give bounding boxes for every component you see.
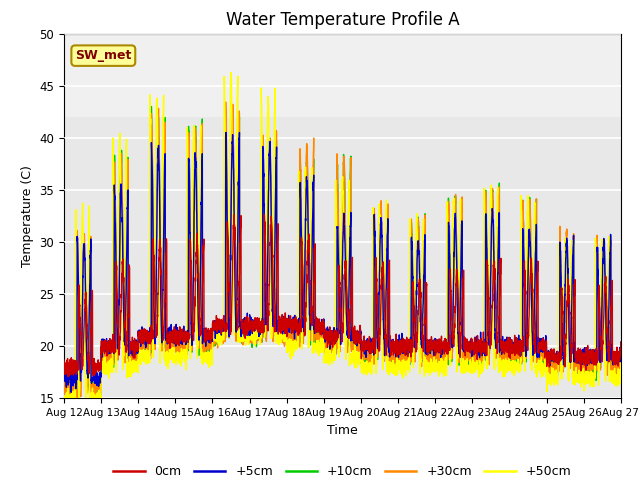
- Line: 0cm: 0cm: [64, 215, 621, 377]
- +5cm: [564, 282, 572, 288]
- +5cm: [60, 372, 68, 378]
- 0cm: [60, 357, 68, 363]
- +10cm: [564, 284, 572, 290]
- +5cm: [407, 337, 415, 343]
- +5cm: [216, 328, 223, 334]
- +10cm: [397, 349, 404, 355]
- +30cm: [397, 351, 404, 357]
- +30cm: [407, 353, 415, 359]
- +30cm: [564, 277, 572, 283]
- +50cm: [60, 396, 68, 401]
- +5cm: [180, 330, 188, 336]
- +50cm: [617, 360, 625, 365]
- +10cm: [407, 351, 415, 357]
- Line: +5cm: +5cm: [64, 132, 621, 392]
- 0cm: [397, 337, 404, 343]
- +5cm: [397, 338, 404, 344]
- +30cm: [73, 396, 81, 401]
- +10cm: [617, 355, 625, 361]
- +50cm: [406, 240, 414, 246]
- +50cm: [564, 367, 572, 373]
- +10cm: [60, 386, 68, 392]
- 0cm: [617, 339, 625, 345]
- Legend: 0cm, +5cm, +10cm, +30cm, +50cm: 0cm, +5cm, +10cm, +30cm, +50cm: [108, 460, 577, 480]
- +30cm: [216, 327, 223, 333]
- 0cm: [216, 325, 223, 331]
- 0cm: [65, 374, 72, 380]
- +50cm: [179, 354, 187, 360]
- +30cm: [617, 351, 625, 357]
- +30cm: [617, 363, 625, 369]
- +5cm: [236, 130, 243, 135]
- +50cm: [227, 70, 235, 75]
- Line: +10cm: +10cm: [64, 107, 621, 398]
- +10cm: [617, 368, 625, 373]
- +50cm: [397, 371, 404, 376]
- +30cm: [222, 99, 230, 105]
- Line: +30cm: +30cm: [64, 102, 621, 398]
- Y-axis label: Temperature (C): Temperature (C): [21, 165, 34, 267]
- +50cm: [216, 326, 223, 332]
- 0cm: [180, 334, 188, 339]
- 0cm: [617, 352, 625, 358]
- 0cm: [564, 282, 572, 288]
- Line: +50cm: +50cm: [64, 72, 621, 398]
- +50cm: [617, 370, 625, 375]
- +5cm: [617, 354, 625, 360]
- +10cm: [180, 351, 188, 357]
- 0cm: [407, 337, 415, 343]
- 0cm: [260, 212, 268, 217]
- +10cm: [148, 104, 156, 109]
- +5cm: [67, 389, 75, 395]
- +10cm: [68, 396, 76, 401]
- Title: Water Temperature Profile A: Water Temperature Profile A: [225, 11, 460, 29]
- +30cm: [180, 340, 188, 346]
- Bar: [64, 34, 621, 117]
- +30cm: [60, 386, 68, 392]
- Text: SW_met: SW_met: [75, 49, 131, 62]
- +5cm: [617, 339, 625, 345]
- X-axis label: Time: Time: [327, 424, 358, 437]
- +10cm: [216, 331, 223, 337]
